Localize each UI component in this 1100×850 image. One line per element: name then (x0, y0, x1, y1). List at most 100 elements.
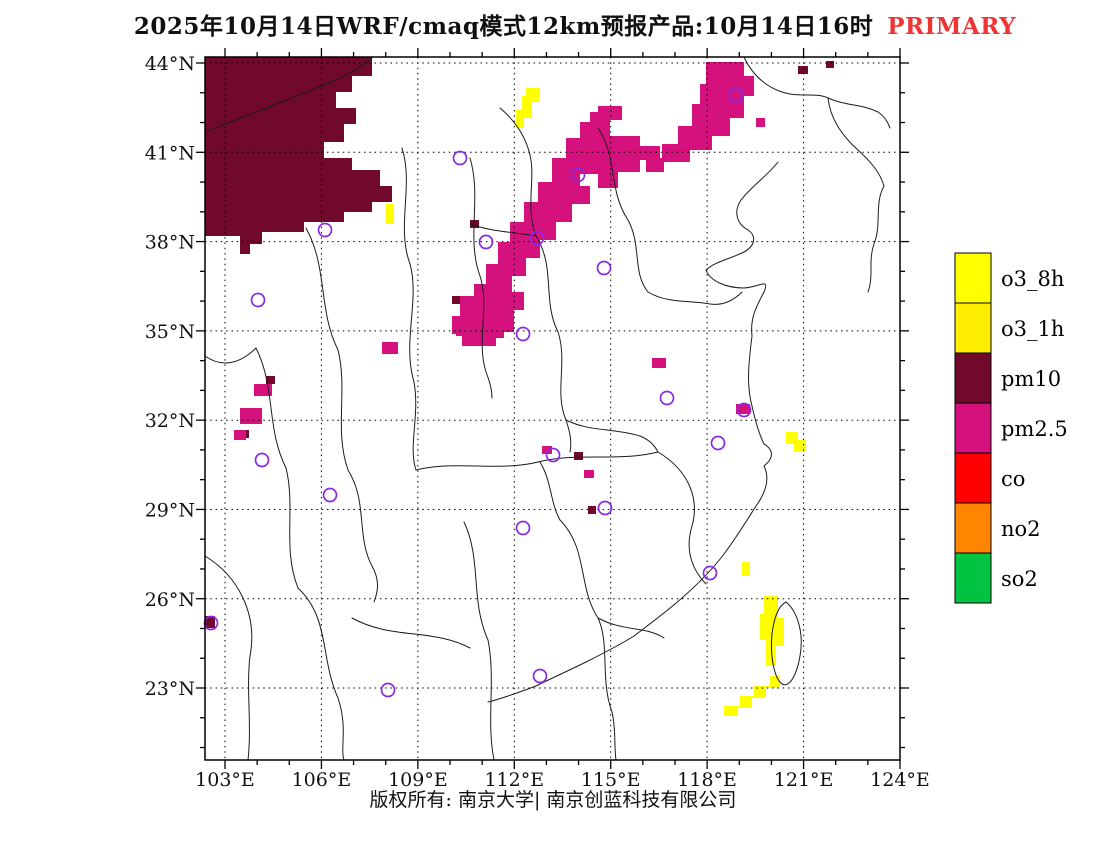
station-marker (545, 447, 561, 463)
grid-lines (205, 57, 901, 760)
station-marker (710, 435, 726, 451)
pollution-regions (205, 57, 834, 716)
boundary-line (204, 555, 253, 761)
legend-swatch-pm2.5 (954, 402, 992, 454)
boundary-line (535, 235, 572, 453)
lon-label: 124°E (870, 769, 930, 791)
lat-label: 35°N (145, 321, 195, 343)
legend-label: so2 (1001, 567, 1038, 591)
station-marker (736, 402, 752, 418)
lon-label: 103°E (195, 769, 255, 791)
station-marker (250, 292, 266, 308)
boundary-line (255, 347, 299, 589)
station-marker (322, 487, 338, 503)
legend-swatch-no2 (954, 502, 992, 554)
boundary-line (771, 601, 802, 686)
station-marker (254, 452, 270, 468)
pm25-cell (542, 446, 552, 454)
boundary-line (867, 185, 885, 293)
pm25-cell (382, 342, 398, 354)
header: 2025年10月14日WRF/cmaq模式12km预报产品:10月14日16时 P… (134, 13, 1016, 40)
lat-label: 29°N (145, 500, 195, 522)
map: 44°N41°N38°N35°N32°N29°N26°N23°N 103°E 10… (145, 48, 930, 791)
station-markers (203, 87, 752, 698)
lon-axis: 103°E 106°E 109°E 112°E 115°E 118°E 121°E 124°E (195, 769, 930, 791)
station-marker (597, 500, 613, 516)
boundary-line (415, 451, 659, 471)
pm25-region (456, 106, 660, 346)
legend-label: o3_8h (1001, 267, 1064, 291)
o3-region (516, 88, 540, 128)
lon-label: 109°E (388, 769, 448, 791)
station-marker (532, 668, 548, 684)
lat-label: 26°N (145, 589, 195, 611)
legend-label: pm10 (1001, 367, 1061, 391)
title-text: 2025年10月14日WRF/cmaq模式12km预报产品:10月14日16时 (134, 13, 873, 40)
o3-cell (742, 562, 750, 576)
map-frame (204, 56, 901, 761)
pm25-cell (652, 358, 666, 368)
pm25-cell (736, 404, 750, 414)
boundary-line (827, 97, 891, 129)
boundary-line (463, 521, 495, 761)
legend-swatch-pm10 (954, 352, 992, 404)
boundary-line (597, 127, 649, 293)
station-marker (596, 260, 612, 276)
pm25-cell (240, 408, 262, 424)
station-marker (728, 87, 744, 103)
pm10-cell (574, 452, 583, 460)
page-title: 2025年10月14日WRF/cmaq模式12km预报产品:10月14日16时 P… (134, 13, 1016, 40)
station-marker (452, 150, 468, 166)
lat-label: 32°N (145, 410, 195, 432)
lon-label: 115°E (581, 769, 641, 791)
pm25-region (452, 296, 512, 346)
pm25-cell (254, 384, 272, 396)
legend-label: pm2.5 (1001, 417, 1068, 441)
copyright-text: 版权所有: 南京大学| 南京创蓝科技有限公司 (370, 789, 737, 811)
boundary-line (487, 161, 779, 703)
boundary-line (647, 291, 743, 305)
station-marker (570, 167, 586, 183)
boundary-line (204, 57, 373, 133)
station-marker (380, 682, 396, 698)
station-marker (529, 230, 545, 246)
tick-marks (196, 48, 909, 769)
legend-label: co (1001, 467, 1025, 491)
lat-label: 38°N (145, 232, 195, 254)
primary-tag: PRIMARY (887, 13, 1016, 40)
pm25-cell (756, 118, 765, 127)
footer: 版权所有: 南京大学| 南京创蓝科技有限公司 (370, 789, 737, 811)
pm25-cell (234, 430, 246, 440)
legend-swatch-co (954, 452, 992, 504)
boundary-line (347, 469, 378, 603)
pm10-cell (452, 296, 460, 304)
station-marker (659, 390, 675, 406)
boundary-line (743, 56, 829, 99)
pm10-cell (826, 61, 834, 68)
pm25-cell (584, 470, 594, 478)
o3-cell (386, 204, 394, 224)
boundary-line (827, 97, 885, 187)
lon-label: 118°E (677, 769, 737, 791)
boundary-line (469, 223, 537, 237)
boundary-line (597, 617, 665, 639)
pm10-region (205, 57, 392, 254)
lat-label: 41°N (145, 142, 195, 164)
province-boundaries (204, 56, 891, 761)
boundary-line (351, 617, 471, 649)
pm10-cell (266, 376, 275, 384)
boundary-line (204, 347, 257, 364)
boundary-line (401, 147, 417, 471)
o3-region (786, 432, 806, 452)
legend-swatch-o3_8h (954, 252, 992, 304)
pm25-region (646, 62, 754, 172)
lat-label: 44°N (145, 53, 195, 75)
boundary-line (305, 227, 349, 471)
station-marker (515, 326, 531, 342)
o3-region (724, 676, 780, 716)
legend-swatch-so2 (954, 552, 992, 604)
boundary-line (297, 587, 345, 761)
legend-swatch-o3_1h (954, 302, 992, 354)
legend: o3_8h o3_1h pm10 pm2.5 co no2 so2 (954, 252, 1068, 604)
